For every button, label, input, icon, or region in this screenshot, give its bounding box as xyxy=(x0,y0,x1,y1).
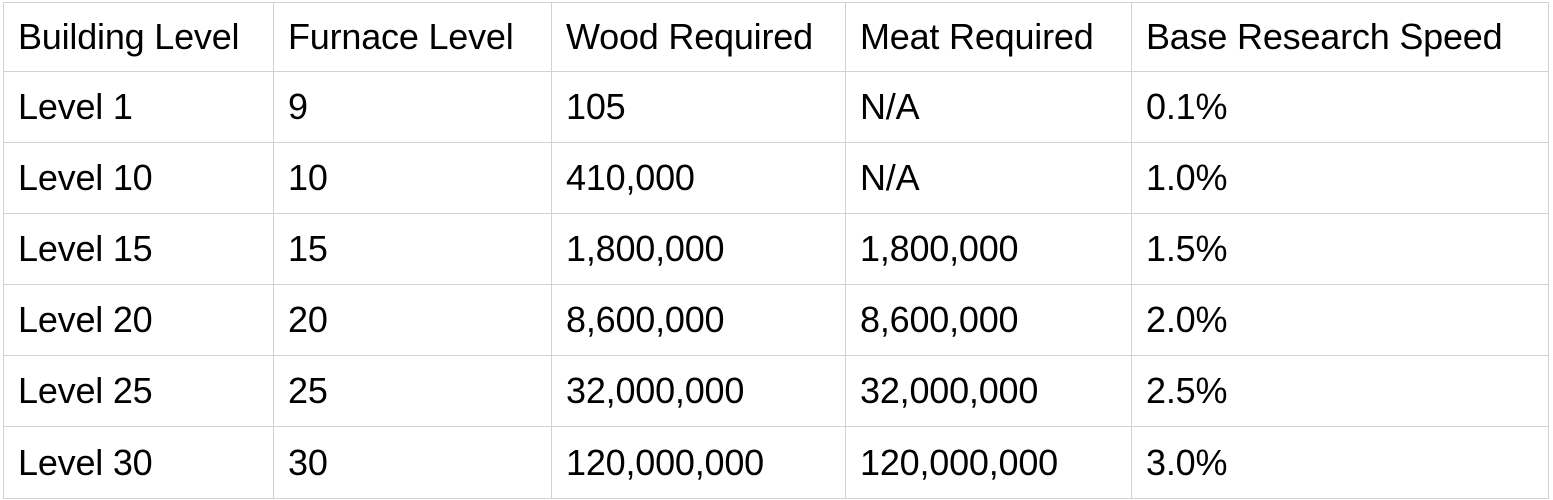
column-header-wood-required: Wood Required xyxy=(551,2,846,72)
cell-base-research-speed: 1.5% xyxy=(1131,213,1549,285)
cell-furnace-level: 20 xyxy=(273,284,552,356)
cell-base-research-speed: 0.1% xyxy=(1131,71,1549,143)
column-header-base-research-speed: Base Research Speed xyxy=(1131,2,1549,72)
cell-meat-required: N/A xyxy=(845,142,1132,214)
cell-base-research-speed: 2.0% xyxy=(1131,284,1549,356)
table-row: Level 25 25 32,000,000 32,000,000 2.5% xyxy=(3,355,1549,427)
column-header-meat-required: Meat Required xyxy=(845,2,1132,72)
column-header-building-level: Building Level xyxy=(3,2,274,72)
cell-furnace-level: 10 xyxy=(273,142,552,214)
requirements-table: Building Level Furnace Level Wood Requir… xyxy=(3,2,1549,499)
cell-building-level: Level 10 xyxy=(3,142,274,214)
table-body: Level 1 9 105 N/A 0.1% Level 10 10 410,0… xyxy=(3,71,1549,499)
table-row: Level 10 10 410,000 N/A 1.0% xyxy=(3,142,1549,214)
cell-meat-required: N/A xyxy=(845,71,1132,143)
table-header: Building Level Furnace Level Wood Requir… xyxy=(3,2,1549,72)
cell-meat-required: 8,600,000 xyxy=(845,284,1132,356)
cell-furnace-level: 25 xyxy=(273,355,552,427)
cell-base-research-speed: 2.5% xyxy=(1131,355,1549,427)
table-row: Level 1 9 105 N/A 0.1% xyxy=(3,71,1549,143)
cell-base-research-speed: 1.0% xyxy=(1131,142,1549,214)
cell-base-research-speed: 3.0% xyxy=(1131,426,1549,499)
cell-wood-required: 32,000,000 xyxy=(551,355,846,427)
cell-furnace-level: 30 xyxy=(273,426,552,499)
cell-building-level: Level 30 xyxy=(3,426,274,499)
cell-building-level: Level 20 xyxy=(3,284,274,356)
cell-meat-required: 1,800,000 xyxy=(845,213,1132,285)
cell-wood-required: 1,800,000 xyxy=(551,213,846,285)
cell-wood-required: 410,000 xyxy=(551,142,846,214)
cell-building-level: Level 25 xyxy=(3,355,274,427)
cell-building-level: Level 15 xyxy=(3,213,274,285)
cell-wood-required: 105 xyxy=(551,71,846,143)
cell-meat-required: 32,000,000 xyxy=(845,355,1132,427)
cell-furnace-level: 9 xyxy=(273,71,552,143)
table-row: Level 20 20 8,600,000 8,600,000 2.0% xyxy=(3,284,1549,356)
table-header-row: Building Level Furnace Level Wood Requir… xyxy=(3,2,1549,72)
cell-building-level: Level 1 xyxy=(3,71,274,143)
cell-wood-required: 120,000,000 xyxy=(551,426,846,499)
cell-furnace-level: 15 xyxy=(273,213,552,285)
table-row: Level 30 30 120,000,000 120,000,000 3.0% xyxy=(3,426,1549,499)
table-row: Level 15 15 1,800,000 1,800,000 1.5% xyxy=(3,213,1549,285)
column-header-furnace-level: Furnace Level xyxy=(273,2,552,72)
cell-wood-required: 8,600,000 xyxy=(551,284,846,356)
cell-meat-required: 120,000,000 xyxy=(845,426,1132,499)
